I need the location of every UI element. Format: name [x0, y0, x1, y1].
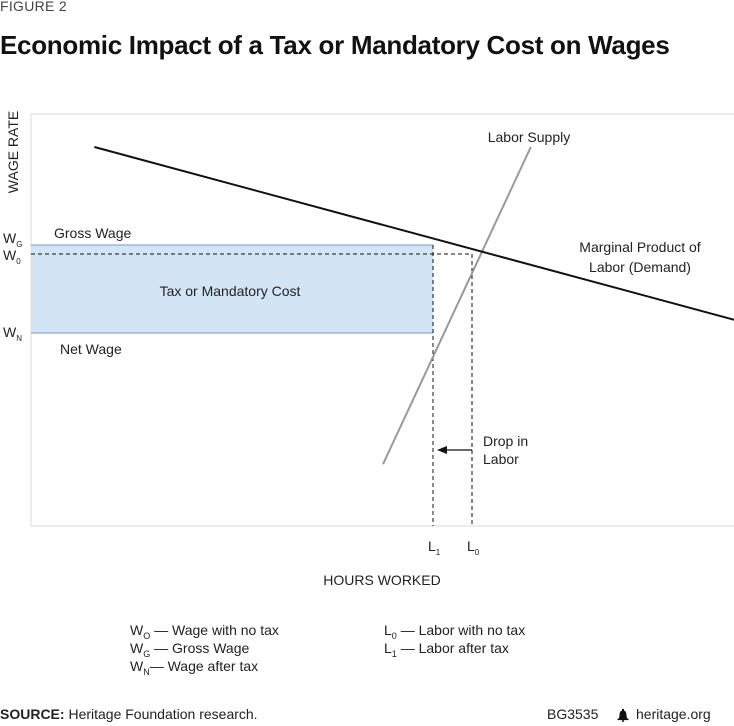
demand-label-line1: Marginal Product of [579, 239, 701, 255]
figure-label: FIGURE 2 [0, 0, 67, 14]
labor-supply-label: Labor Supply [488, 129, 571, 145]
source-note: SOURCE: Heritage Foundation research. [0, 706, 258, 722]
x-axis-label: HOURS WORKED [323, 572, 440, 588]
labor-supply-line [382, 146, 532, 465]
legend-l1: L1 — Labor after tax [384, 640, 509, 659]
wg-tick-label: WG [3, 230, 22, 249]
drop-label-line1: Drop in [483, 433, 528, 449]
site-link[interactable]: heritage.org [636, 706, 711, 722]
drop-label-line2: Labor [483, 451, 519, 467]
gross-wage-label: Gross Wage [54, 225, 131, 241]
economic-impact-chart: WAGE RATE HOURS WORKED Labor Supply Marg… [3, 111, 734, 588]
net-wage-label: Net Wage [60, 341, 122, 357]
legend-wn: WN— Wage after tax [130, 658, 259, 677]
wn-tick-label: WN [3, 324, 22, 343]
drop-arrow-head [437, 446, 447, 454]
report-code: BG3535 [547, 706, 599, 722]
labor-demand-line [94, 146, 734, 321]
wo-tick-label: W0 [3, 247, 21, 266]
legend-wo: WO — Wage with no tax [130, 622, 279, 641]
tax-region-label: Tax or Mandatory Cost [160, 283, 301, 299]
legend-wg: WG — Gross Wage [130, 640, 250, 659]
chart-title: Economic Impact of a Tax or Mandatory Co… [0, 30, 670, 60]
demand-label-line2: Labor (Demand) [589, 259, 691, 275]
liberty-bell-icon [617, 709, 629, 722]
tax-region [31, 245, 433, 333]
legend-l0: L0 — Labor with no tax [384, 622, 526, 641]
l0-tick-label: L0 [467, 538, 480, 557]
l1-tick-label: L1 [428, 538, 441, 557]
y-axis-label: WAGE RATE [5, 111, 21, 193]
